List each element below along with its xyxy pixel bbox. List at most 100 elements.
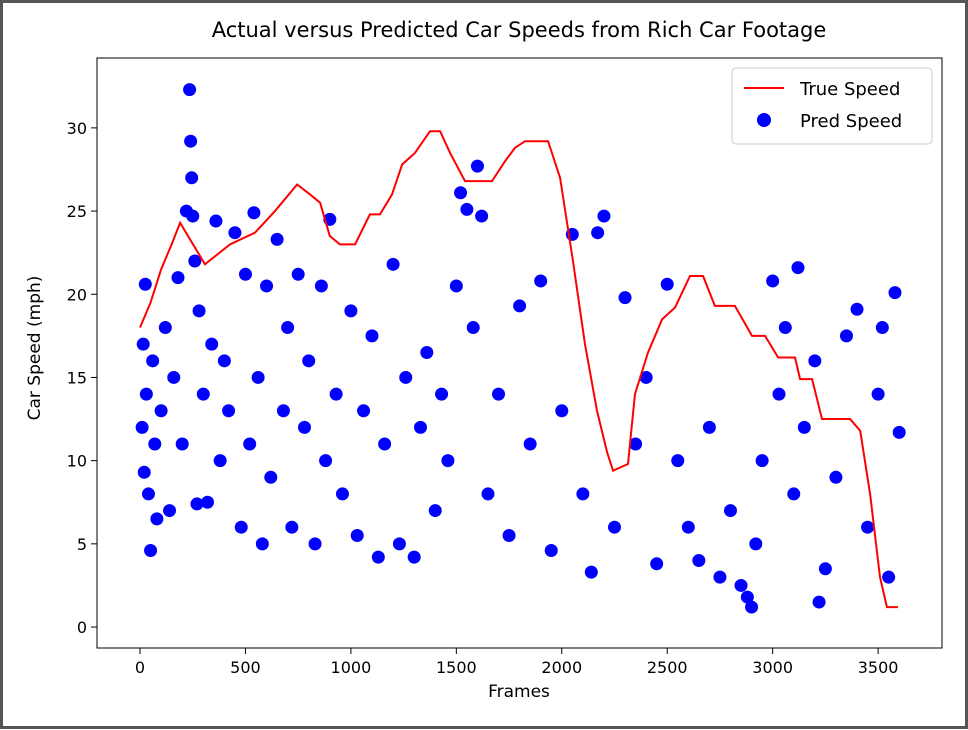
scatter-point bbox=[192, 304, 206, 318]
scatter-point bbox=[190, 497, 204, 511]
scatter-point bbox=[608, 520, 622, 534]
scatter-point bbox=[749, 537, 763, 551]
scatter-point bbox=[639, 370, 653, 384]
scatter-point bbox=[861, 520, 875, 534]
scatter-point bbox=[772, 387, 786, 401]
scatter-point bbox=[285, 520, 299, 534]
y-tick-label: 5 bbox=[77, 535, 87, 554]
scatter-point bbox=[146, 354, 160, 368]
scatter-point bbox=[413, 420, 427, 434]
scatter-point bbox=[350, 529, 364, 543]
scatter-point bbox=[150, 512, 164, 526]
scatter-point bbox=[692, 553, 706, 567]
scatter-point bbox=[270, 232, 284, 246]
scatter-point bbox=[243, 437, 257, 451]
scatter-point bbox=[791, 261, 805, 275]
y-tick-label: 0 bbox=[77, 618, 87, 637]
scatter-point bbox=[365, 329, 379, 343]
y-tick-label: 10 bbox=[67, 452, 87, 471]
scatter-point bbox=[513, 299, 527, 313]
scatter-point bbox=[183, 83, 197, 97]
scatter-point bbox=[449, 279, 463, 293]
scatter-point bbox=[723, 504, 737, 518]
scatter-point bbox=[138, 277, 152, 291]
x-tick-label: 3500 bbox=[858, 658, 899, 677]
scatter-point bbox=[158, 321, 172, 335]
scatter-point bbox=[213, 454, 227, 468]
scatter-point bbox=[201, 495, 215, 509]
y-tick-label: 25 bbox=[67, 202, 87, 221]
x-tick-label: 2000 bbox=[541, 658, 582, 677]
scatter-point bbox=[584, 565, 598, 579]
scatter-point bbox=[392, 537, 406, 551]
scatter-point bbox=[850, 302, 864, 316]
plot-frame bbox=[96, 57, 943, 649]
legend-label: Pred Speed bbox=[800, 111, 902, 132]
scatter-point bbox=[185, 171, 199, 185]
scatter-point bbox=[141, 487, 155, 501]
scatter-point bbox=[407, 550, 421, 564]
scatter-point bbox=[276, 404, 290, 418]
scatter-point bbox=[544, 543, 558, 557]
legend-swatch bbox=[757, 113, 771, 127]
scatter-point bbox=[839, 329, 853, 343]
scatter-point bbox=[618, 291, 632, 305]
scatter-point bbox=[671, 454, 685, 468]
scatter-point bbox=[255, 537, 269, 551]
scatter-point bbox=[171, 271, 185, 285]
scatter-point bbox=[298, 420, 312, 434]
scatter-point bbox=[137, 465, 151, 479]
scatter-point bbox=[892, 425, 906, 439]
scatter-point bbox=[778, 321, 792, 335]
scatter-point bbox=[135, 420, 149, 434]
scatter-point bbox=[454, 186, 468, 200]
scatter-point bbox=[745, 600, 759, 614]
scatter-point bbox=[386, 257, 400, 271]
scatter-point bbox=[502, 529, 516, 543]
y-tick-label: 20 bbox=[67, 285, 87, 304]
scatter-point bbox=[154, 404, 168, 418]
scatter-point bbox=[319, 454, 333, 468]
y-tick-label: 30 bbox=[67, 119, 87, 138]
scatter-point bbox=[163, 504, 177, 518]
scatter-point bbox=[260, 279, 274, 293]
scatter-point bbox=[875, 321, 889, 335]
scatter-point bbox=[650, 557, 664, 571]
scatter-point bbox=[460, 202, 474, 216]
scatter-point bbox=[281, 321, 295, 335]
scatter-point bbox=[797, 420, 811, 434]
scatter-point bbox=[629, 437, 643, 451]
scatter-point bbox=[555, 404, 569, 418]
scatter-point bbox=[470, 159, 484, 173]
scatter-point bbox=[186, 209, 200, 223]
chart-title: Actual versus Predicted Car Speeds from … bbox=[212, 18, 827, 42]
scatter-point bbox=[247, 206, 261, 220]
scatter-point bbox=[755, 454, 769, 468]
scatter-point bbox=[475, 209, 489, 223]
scatter-point bbox=[314, 279, 328, 293]
scatter-point bbox=[188, 254, 202, 268]
scatter-point bbox=[234, 520, 248, 534]
y-axis-label: Car Speed (mph) bbox=[25, 276, 45, 421]
scatter-point bbox=[308, 537, 322, 551]
plot-area bbox=[135, 83, 906, 614]
scatter-point bbox=[399, 370, 413, 384]
scatter-point bbox=[523, 437, 537, 451]
scatter-point bbox=[302, 354, 316, 368]
scatter-point bbox=[428, 504, 442, 518]
scatter-point bbox=[591, 226, 605, 240]
scatter-point bbox=[740, 590, 754, 604]
scatter-point bbox=[808, 354, 822, 368]
scatter-point bbox=[344, 304, 358, 318]
scatter-point bbox=[205, 337, 219, 351]
scatter-point bbox=[228, 226, 242, 240]
scatter-point bbox=[148, 437, 162, 451]
scatter-point bbox=[597, 209, 611, 223]
scatter-point bbox=[702, 420, 716, 434]
scatter-point bbox=[251, 370, 265, 384]
scatter-point bbox=[466, 321, 480, 335]
scatter-point bbox=[829, 470, 843, 484]
x-tick-label: 500 bbox=[230, 658, 261, 677]
scatter-point bbox=[167, 370, 181, 384]
